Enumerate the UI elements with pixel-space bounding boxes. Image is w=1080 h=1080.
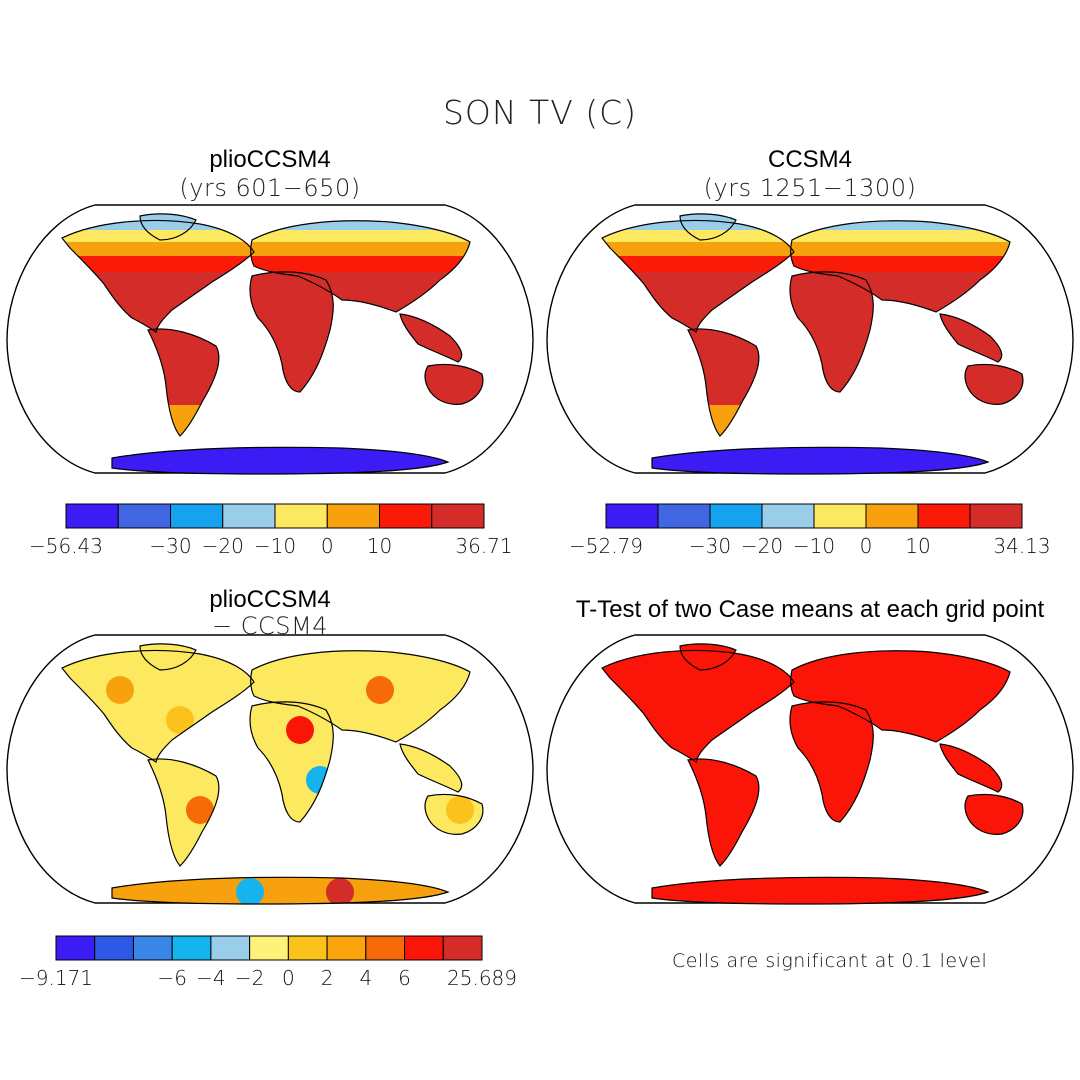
colorbar-tick-label: −10	[792, 534, 836, 558]
panel1-title: plioCCSM4	[209, 146, 331, 173]
colorbar-tick-label: −6	[157, 966, 187, 990]
colorbar-swatch	[404, 935, 444, 961]
colorbar-tick-label: 4	[359, 966, 373, 990]
colorbar-swatch	[249, 935, 289, 961]
colorbar-swatch	[657, 503, 711, 529]
colorbar-tick-label: −9.171	[18, 966, 94, 990]
colorbar-tick-label: −30	[149, 534, 192, 558]
colorbar-swatch	[170, 503, 224, 529]
panel4-map	[546, 634, 1074, 905]
panel1-colorbar	[65, 503, 485, 529]
panel3-map	[6, 634, 534, 905]
colorbar-tick-label: −52.79	[568, 534, 644, 558]
panel3-title: plioCCSM4	[209, 586, 331, 613]
colorbar-swatch	[709, 503, 763, 529]
colorbar-tick-label: 0	[281, 966, 295, 990]
colorbar-swatch	[326, 935, 367, 961]
panel2-title: CCSM4	[767, 146, 852, 173]
panel2-map	[546, 204, 1074, 475]
colorbar-swatch	[222, 503, 276, 529]
colorbar-tick-label: 0	[859, 534, 873, 558]
colorbar-tick-label: −30	[688, 534, 732, 558]
colorbar-tick-label: 0	[320, 534, 334, 558]
colorbar-swatch	[171, 935, 212, 961]
colorbar-swatch	[813, 503, 867, 529]
colorbar-swatch	[326, 503, 380, 529]
colorbar-swatch	[117, 503, 171, 529]
colorbar-swatch	[94, 935, 134, 961]
panel4-title: T-Test of two Case means at each grid po…	[575, 596, 1045, 623]
colorbar-tick-label: 36.71	[455, 534, 513, 558]
colorbar-swatch	[210, 935, 251, 961]
colorbar-tick-label: 10	[905, 534, 931, 558]
colorbar-tick-label: −20	[740, 534, 784, 558]
colorbar-swatch	[55, 935, 96, 961]
colorbar-swatch	[287, 935, 328, 961]
colorbar-tick-label: −2	[234, 966, 265, 990]
colorbar-swatch	[132, 935, 173, 961]
colorbar-swatch	[865, 503, 919, 529]
colorbar-tick-label: 34.13	[993, 534, 1051, 558]
colorbar-swatch	[917, 503, 971, 529]
colorbar-tick-label: −4	[196, 966, 226, 990]
colorbar-swatch	[969, 503, 1023, 529]
panel1-map	[6, 204, 534, 475]
colorbar-swatch	[274, 503, 328, 529]
colorbar-swatch	[431, 503, 485, 529]
colorbar-swatch	[65, 503, 119, 529]
colorbar-tick-label: 6	[398, 966, 411, 990]
colorbar-swatch	[365, 935, 406, 961]
colorbar-tick-label: −10	[253, 534, 297, 558]
colorbar-swatch	[761, 503, 815, 529]
colorbar-swatch	[442, 935, 483, 961]
colorbar-tick-label: −56.43	[28, 534, 104, 558]
colorbar-swatch	[605, 503, 659, 529]
colorbar-swatch	[379, 503, 433, 529]
panel2-subtitle: (yrs 1251−1300)	[703, 174, 917, 202]
colorbar-tick-label: 2	[320, 966, 334, 990]
figure-title: SON TV (C)	[442, 93, 638, 132]
panel2-colorbar	[605, 503, 1023, 529]
panel1-subtitle: (yrs 601−650)	[179, 174, 361, 202]
colorbar-tick-label: 10	[366, 534, 393, 558]
colorbar-tick-label: −20	[201, 534, 244, 558]
panel4-note: Cells are significant at 0.1 level	[672, 950, 988, 972]
colorbar-tick-label: 25.689	[447, 966, 517, 990]
panel3-colorbar	[55, 935, 483, 961]
